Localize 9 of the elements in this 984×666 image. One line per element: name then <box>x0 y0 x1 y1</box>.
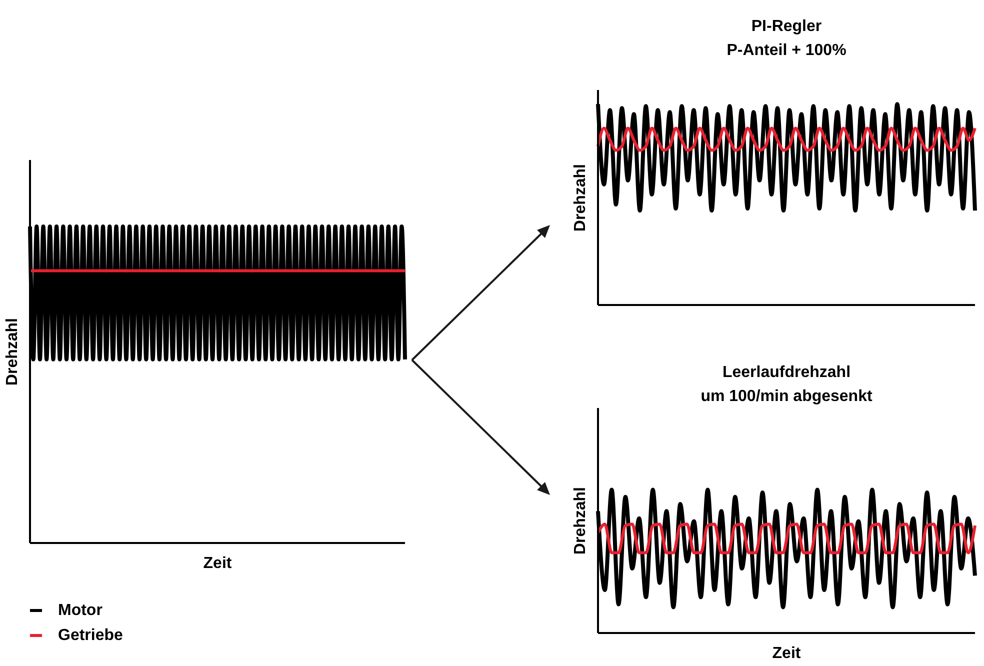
x-axis-title: Zeit <box>771 645 802 663</box>
x-axis-title: Zeit <box>202 555 233 573</box>
y-axis-title: Drehzahl <box>572 486 590 554</box>
legend-label: Getriebe <box>58 626 123 644</box>
legend-label: Motor <box>58 602 102 620</box>
y-axis-title: Drehzahl <box>4 318 22 386</box>
chart-title: PI-Regler P-Anteil + 100% <box>726 17 848 61</box>
y-axis-title: Drehzahl <box>572 164 590 232</box>
chart-title: Leerlaufdrehzahl um 100/min abgesenkt <box>700 363 874 407</box>
